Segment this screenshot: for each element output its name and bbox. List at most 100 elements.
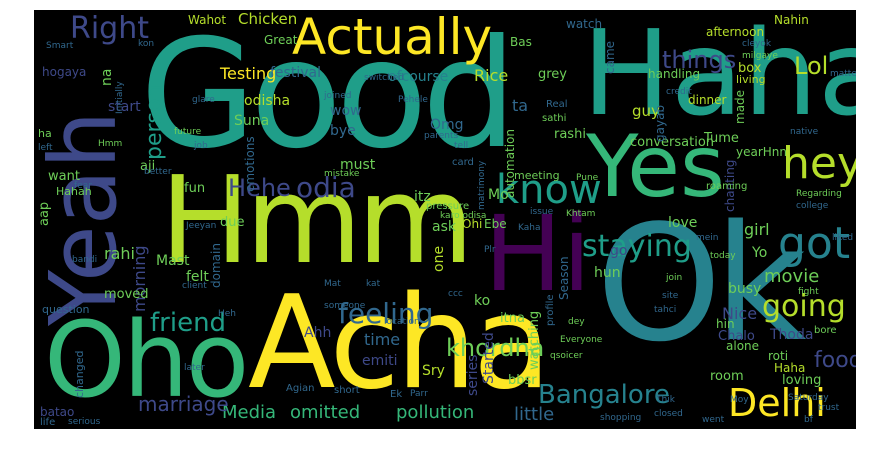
word-odisha: odisha: [244, 93, 291, 109]
word-future: future: [174, 127, 202, 137]
word-roaming: roaming: [706, 181, 748, 192]
word-closed: closed: [654, 409, 683, 419]
word-bandi: bandi: [72, 255, 98, 265]
word-today: today: [710, 251, 736, 261]
word-join: join: [666, 273, 683, 283]
word-one: one: [431, 245, 447, 272]
word-hogaya: hogaya: [42, 65, 87, 79]
word-regarding: Regarding: [796, 189, 842, 199]
word-things: things: [662, 46, 737, 74]
word-go: go: [610, 243, 628, 259]
word-switched: switched: [364, 73, 404, 83]
word-moved: moved: [104, 287, 149, 302]
word-box: box: [738, 61, 762, 76]
word-odia: odia: [296, 171, 356, 204]
word-girl: girl: [744, 220, 770, 239]
word-automation: automation: [503, 128, 517, 198]
word-love: love: [668, 215, 698, 231]
word-mein: mein: [696, 233, 719, 243]
word-batao: batao: [40, 405, 75, 419]
word-initially: Initially: [115, 81, 125, 114]
word-jeeyan: Jeeyan: [186, 221, 217, 231]
word-kaha: Kaha: [518, 223, 541, 233]
word-bas: Bas: [510, 35, 532, 49]
word-start: start: [108, 99, 141, 115]
word-fun: fun: [184, 181, 206, 196]
word-domain: domain: [209, 243, 223, 288]
word-thoda: Thoda: [770, 327, 814, 343]
word-aap: aap: [37, 201, 52, 226]
word-chalo: Chalo: [718, 329, 755, 344]
word-bore: bore: [814, 325, 837, 336]
word-parr: Parr: [410, 389, 428, 399]
word-meeting: meeting: [514, 169, 560, 182]
word-ohi: Ohi: [462, 217, 483, 231]
word-due: due: [220, 215, 245, 230]
word-loving: loving: [782, 373, 822, 388]
word-fight: fight: [798, 287, 819, 297]
word-rashi: rashi: [554, 127, 586, 142]
word-lol: Lol: [794, 52, 829, 80]
word-hey: hey: [782, 138, 856, 189]
word-serious: serious: [68, 417, 101, 427]
word-later: later: [184, 363, 205, 373]
word-liked: liked: [832, 233, 854, 243]
word-room: room: [710, 369, 744, 384]
word-mistake: mistake: [324, 169, 360, 179]
word-tahci: tahci: [654, 305, 677, 315]
word-mo: Mo: [488, 187, 509, 203]
word-bbsr: bbsr: [508, 373, 537, 388]
word-media: Media: [222, 402, 277, 423]
word-good: Good: [140, 10, 517, 182]
word-karo: karo odisa: [440, 211, 487, 221]
word-hin: hin: [716, 317, 735, 331]
word-great: Great: [264, 33, 298, 47]
word-made: made: [733, 89, 747, 124]
word-dinner: dinner: [688, 93, 727, 107]
word-nice: Nice: [722, 304, 758, 323]
word-testing: Testing: [220, 64, 277, 83]
word-suna: Suna: [234, 113, 270, 129]
word-roti: roti: [768, 349, 789, 363]
word-pressure: pressure: [426, 201, 470, 212]
word-hmm-small: Hmm: [98, 139, 123, 149]
word-matrimony: matrimony: [477, 160, 487, 210]
word-friend: friend: [150, 308, 227, 338]
word-real: Real: [546, 99, 568, 110]
word-started: Started: [481, 332, 497, 384]
word-felt: felt: [186, 269, 209, 285]
word-khtam: Khtam: [566, 209, 596, 219]
word-question: question: [42, 303, 90, 316]
word-watch: watch: [566, 17, 603, 31]
word-heh: Heh: [218, 309, 237, 319]
word-everyone: Everyone: [560, 335, 603, 345]
word-nahin: Nahin: [774, 13, 809, 27]
word-year: yearHnn: [736, 145, 788, 159]
word-shopping: shopping: [600, 413, 642, 423]
word-ahh: Ahh: [304, 325, 332, 341]
word-wahot: Wahot: [188, 13, 227, 27]
word-person: person: [142, 84, 167, 160]
word-bye: bye: [330, 123, 356, 139]
word-matter: matter: [830, 69, 856, 79]
word-mat: Mat: [324, 279, 341, 289]
word-hahah: Hahah: [56, 185, 92, 198]
word-client: client: [182, 281, 207, 291]
word-better: better: [144, 167, 172, 177]
word-aji: aji: [140, 159, 156, 174]
word-alone: alone: [726, 339, 760, 353]
word-marriage: marriage: [138, 392, 229, 416]
word-staying: staying: [582, 229, 692, 264]
word-smart: Smart: [46, 41, 74, 51]
word-pehele: Pehele: [398, 95, 428, 105]
word-guy: guy: [632, 102, 660, 120]
word-hehe: Hehe: [228, 174, 291, 202]
word-agian: Agian: [286, 383, 315, 394]
word-food: food: [814, 348, 856, 373]
word-came: came: [603, 40, 617, 74]
word-ebe: Ebe: [484, 217, 507, 231]
word-actually: Actually: [292, 10, 493, 66]
word-fear: fear: [74, 181, 92, 191]
word-living: living: [736, 73, 766, 86]
word-ko: ko: [474, 293, 491, 309]
